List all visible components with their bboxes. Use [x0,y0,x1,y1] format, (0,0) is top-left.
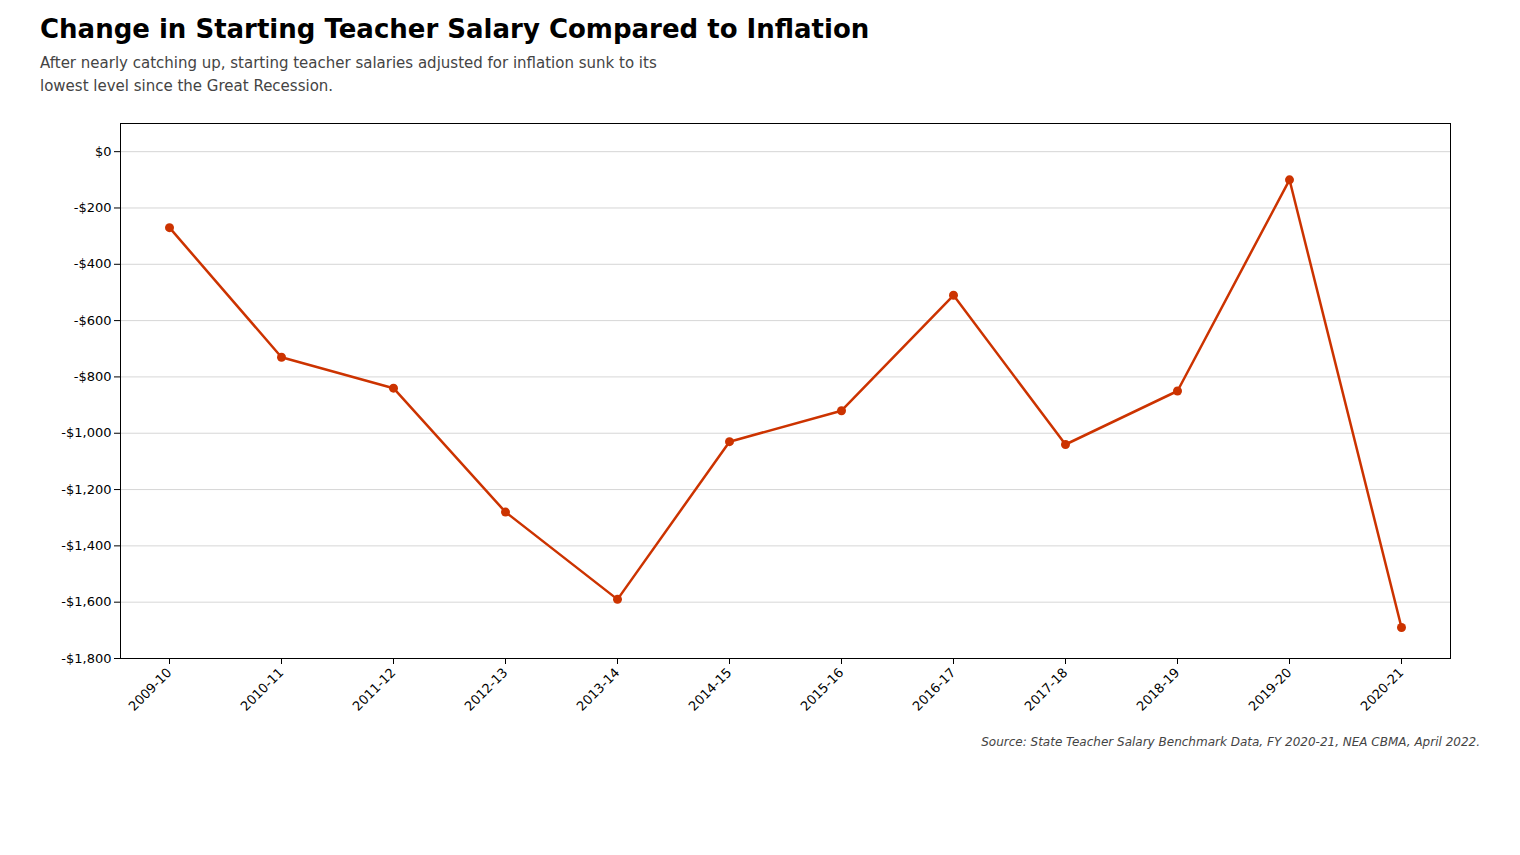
svg-text:2020-21: 2020-21 [1358,665,1407,714]
svg-text:2019-20: 2019-20 [1246,665,1295,714]
svg-text:-$400: -$400 [74,256,112,271]
svg-text:2009-10: 2009-10 [126,665,175,714]
svg-text:2015-16: 2015-16 [798,665,847,714]
svg-text:2011-12: 2011-12 [350,665,399,714]
svg-text:2013-14: 2013-14 [574,665,623,714]
html-text:After nearly catching up, star: After nearly catching up, starting teach… [40,54,657,95]
svg-text:-$1,000: -$1,000 [61,425,111,440]
svg-text:2018-19: 2018-19 [1134,665,1183,714]
svg-text:2014-15: 2014-15 [686,665,735,714]
svg-text:-$200: -$200 [74,200,112,215]
html-text:Change in Starting Teacher Sal: Change in Starting Teacher Salary Compar… [40,14,870,44]
svg-text:-$1,400: -$1,400 [61,538,111,553]
svg-text:-$1,200: -$1,200 [61,482,111,497]
svg-text:2017-18: 2017-18 [1022,665,1071,714]
svg-text:2016-17: 2016-17 [910,665,959,714]
svg-text:-$1,800: -$1,800 [61,651,111,666]
svg-text:-$1,600: -$1,600 [61,594,111,609]
svg-text:2012-13: 2012-13 [462,665,511,714]
svg-text:2010-11: 2010-11 [238,665,287,714]
svg-text:-$800: -$800 [74,369,112,384]
html-text:Source: State Teacher Salary B: Source: State Teacher Salary Benchmark D… [981,735,1480,749]
svg-text:$0: $0 [95,144,112,159]
svg-text:-$600: -$600 [74,313,112,328]
